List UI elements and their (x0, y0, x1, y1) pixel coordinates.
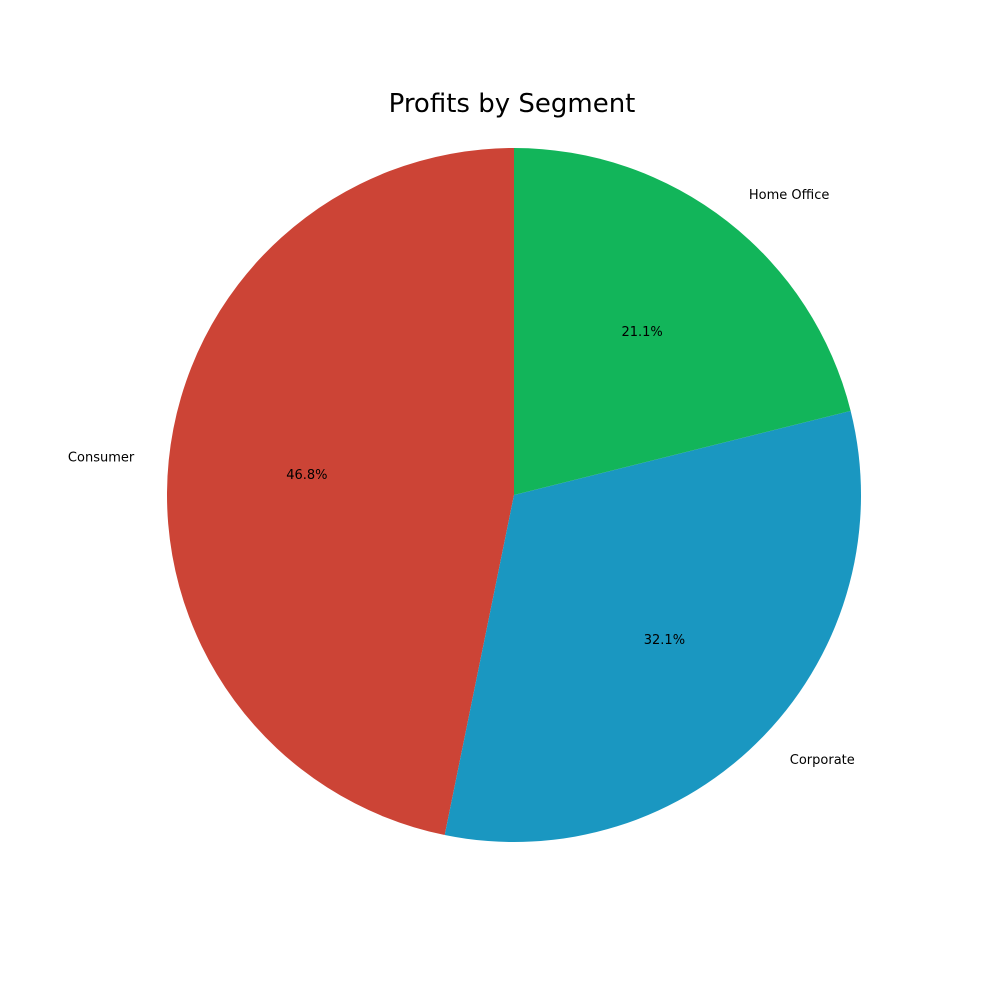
chart-title: Profits by Segment (389, 89, 636, 119)
pie-slice-home-office (514, 148, 851, 495)
percent-label-home-office: 21.1% (621, 325, 662, 340)
percent-label-corporate: 32.1% (644, 633, 685, 648)
slice-label-corporate: Corporate (790, 753, 855, 768)
pie-slices (167, 148, 861, 842)
pie-labels: Consumer 46.8% Corporate 32.1% Home Office 21… (68, 188, 855, 768)
percent-label-consumer: 46.8% (286, 468, 327, 483)
slice-label-home-office: Home Office (749, 188, 829, 203)
pie-slice-corporate (444, 410, 861, 842)
slice-label-consumer: Consumer (68, 451, 135, 466)
pie-slice-consumer (167, 148, 514, 836)
